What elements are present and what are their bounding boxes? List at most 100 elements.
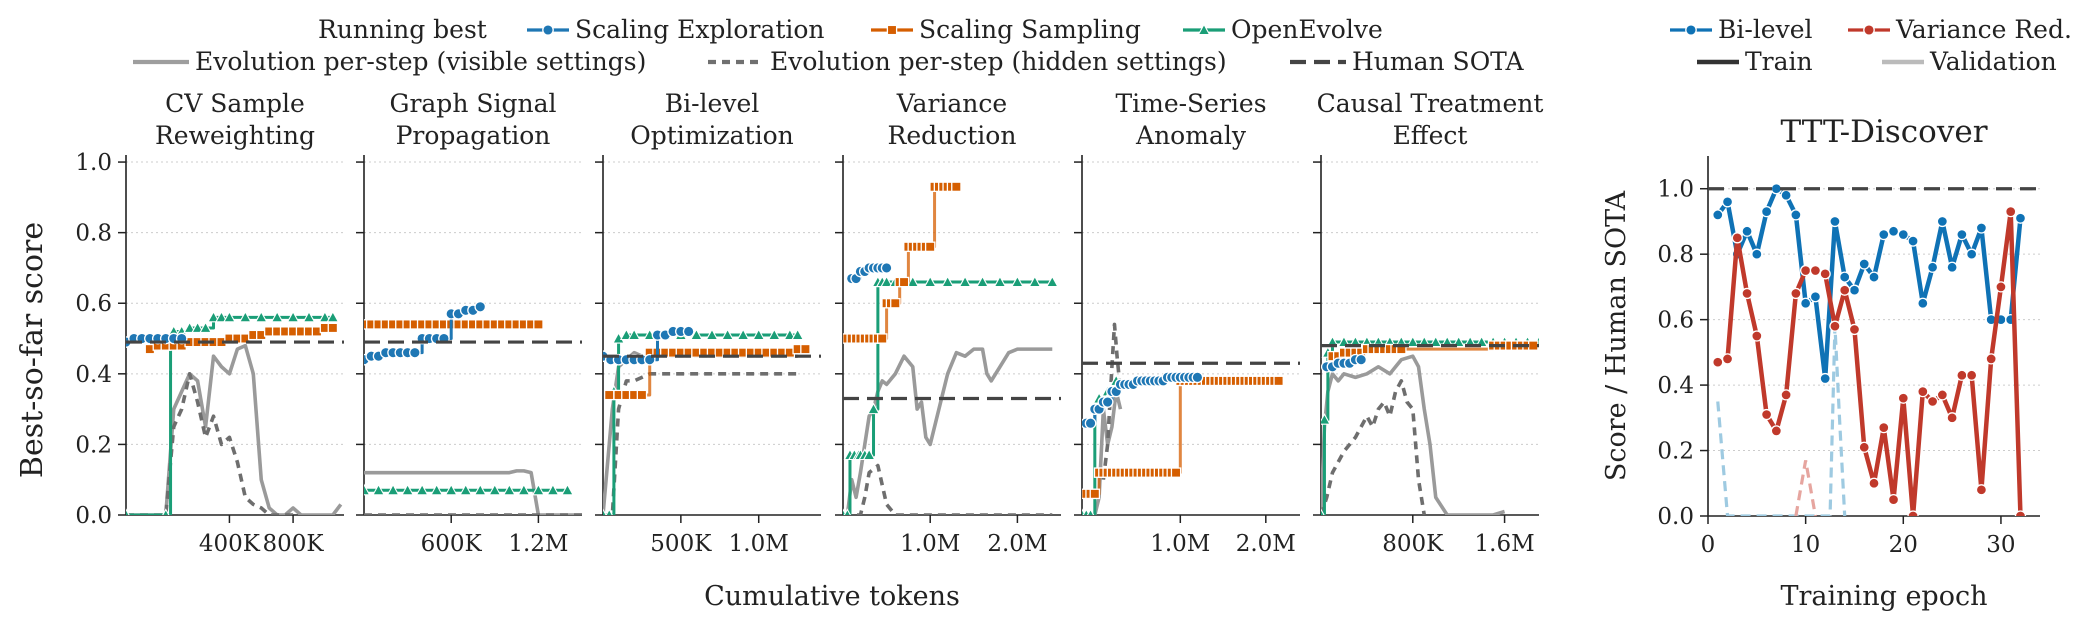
panel-plot-area — [364, 300, 582, 515]
data-point — [1751, 248, 1763, 260]
data-point — [1712, 356, 1724, 368]
data-point — [1839, 271, 1851, 283]
data-point — [326, 310, 340, 323]
series-scaling-sampling — [1082, 375, 1284, 500]
data-point — [1819, 372, 1831, 385]
data-point — [191, 321, 205, 333]
x-tick-label: 1.2M — [508, 531, 568, 557]
data-point — [1907, 235, 1919, 247]
x-tick-label: 800K — [263, 531, 325, 557]
data-point — [364, 483, 371, 496]
data-point — [1028, 275, 1042, 288]
data-point — [862, 448, 876, 461]
panel-title: Time-Series — [1115, 89, 1266, 118]
data-point — [890, 297, 901, 309]
data-point — [126, 508, 130, 515]
ttt-title: TTT-Discover — [1780, 114, 1987, 150]
data-point — [2005, 205, 2017, 218]
series-evolution-per-step-visible-settings — [843, 347, 1053, 515]
data-point — [1751, 330, 1763, 342]
data-point — [1790, 287, 1802, 300]
data-point — [302, 310, 316, 323]
ttt-x-axis-label: Training epoch — [1781, 581, 1988, 612]
data-point — [636, 389, 648, 401]
panel-title: Propagation — [396, 121, 551, 150]
data-point — [1858, 258, 1870, 270]
data-point — [1760, 408, 1773, 421]
data-point — [1965, 248, 1978, 260]
series-evolution-per-step-hidden-settings — [1321, 379, 1427, 515]
series-line — [1321, 340, 1539, 515]
data-point — [923, 275, 937, 288]
data-point — [488, 483, 502, 496]
data-point — [430, 483, 444, 496]
data-point — [1897, 392, 1909, 404]
data-point — [1760, 205, 1773, 218]
data-point — [1975, 222, 1988, 234]
ttt-discover-panel: TTT-Discover Score / Human SOTA Training e… — [1601, 114, 2040, 612]
ttt-y-axis-label: Score / Human SOTA — [1601, 190, 1632, 481]
data-point — [474, 300, 487, 313]
data-point — [1010, 275, 1024, 288]
legend-swatch-marker — [1197, 23, 1211, 36]
data-point — [1956, 228, 1968, 241]
series-scaling-sampling — [603, 343, 811, 401]
data-point — [199, 321, 212, 333]
panel-title: Bi-level — [665, 89, 760, 118]
series-scaling-exploration — [845, 262, 893, 285]
data-point — [254, 310, 268, 323]
data-point — [1946, 261, 1958, 273]
data-point — [1790, 209, 1802, 221]
data-point — [1839, 284, 1851, 296]
data-point — [627, 328, 641, 341]
series-variance-red-validation — [1794, 460, 1817, 516]
data-point — [533, 319, 544, 330]
legend-item-human-sota: Human SOTA — [1290, 47, 1524, 76]
data-point — [1878, 228, 1890, 241]
legend-item-train: Train — [1697, 47, 1813, 76]
legend-label: Human SOTA — [1352, 47, 1524, 76]
data-point — [800, 343, 811, 355]
data-point — [459, 483, 473, 496]
x-tick-label: 600K — [421, 531, 483, 557]
panel-plot-area — [126, 310, 343, 515]
shared-x-axis-label: Cumulative tokens — [704, 581, 960, 612]
data-point — [1926, 395, 1939, 408]
data-point — [1848, 284, 1861, 296]
legend-label: Scaling Exploration — [575, 15, 825, 44]
x-tick-label: 10 — [1791, 532, 1820, 558]
data-point — [1829, 215, 1841, 228]
panel-graph-signal-propagation: Graph Signal Propagation 600K 1.2M — [356, 89, 582, 557]
data-point — [238, 310, 252, 323]
data-point — [207, 310, 220, 323]
data-point — [401, 483, 415, 496]
x-tick-label: 2.0M — [987, 531, 1047, 557]
data-point — [619, 328, 633, 341]
legend-item-evolution-per-step-hidden-settings: Evolution per-step (hidden settings) — [708, 47, 1227, 76]
data-point — [1858, 441, 1870, 453]
panel-title: CV Sample — [165, 89, 305, 118]
data-point — [1829, 320, 1841, 332]
data-point — [1170, 467, 1182, 478]
panel-title: Anomaly — [1135, 121, 1247, 150]
data-point — [327, 322, 339, 334]
legend-item-scaling-exploration: Scaling Exploration — [527, 15, 825, 44]
panel-plot-area — [1082, 322, 1284, 515]
data-point — [473, 483, 487, 496]
legend-item-openevolve: OpenEvolve — [1183, 15, 1383, 44]
series-scaling-exploration — [1082, 371, 1204, 430]
legend-running-best: Running best Scaling Exploration Scaling … — [133, 15, 1524, 76]
data-point — [752, 328, 766, 341]
data-point — [958, 275, 972, 288]
data-point — [976, 275, 989, 288]
y-tick-label: 1.0 — [75, 150, 112, 176]
data-point — [517, 483, 531, 496]
x-tick-label: 0 — [1701, 532, 1716, 558]
x-tick-label: 400K — [199, 531, 261, 557]
panel-plot-area — [843, 181, 1059, 515]
legend-label: Validation — [1929, 47, 2057, 76]
data-point — [1809, 264, 1822, 277]
series-evolution-per-step-hidden-settings — [126, 372, 294, 515]
data-point — [876, 333, 888, 344]
